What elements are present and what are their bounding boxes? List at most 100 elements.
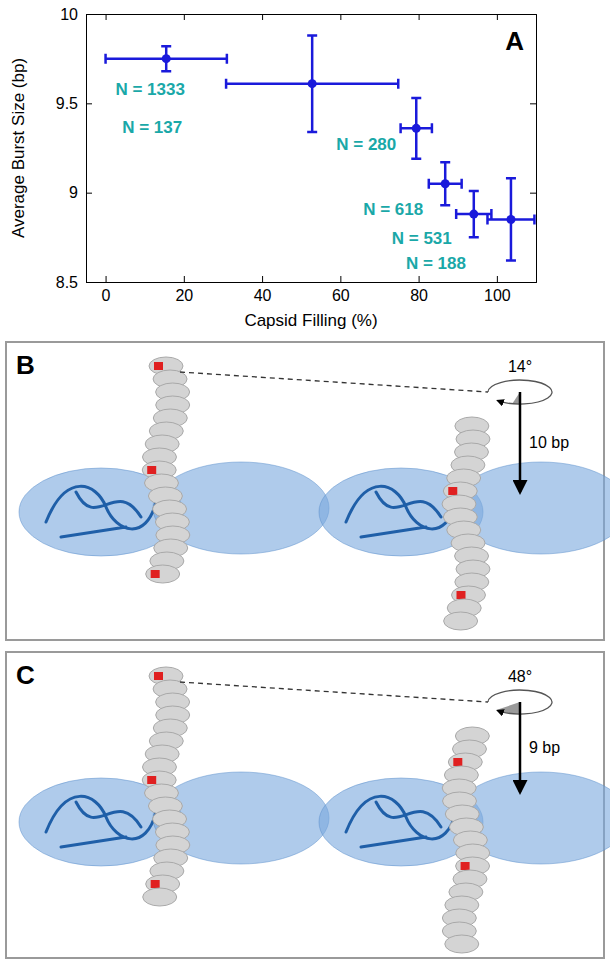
tick bbox=[262, 14, 263, 20]
dna-label-site bbox=[147, 466, 156, 474]
protein-cartoon bbox=[346, 486, 456, 537]
tick: 40 bbox=[254, 276, 272, 304]
dna-label-site bbox=[453, 758, 462, 766]
y-error-bar bbox=[411, 98, 421, 159]
dna-label-site bbox=[461, 862, 470, 870]
dna-label-site bbox=[151, 880, 160, 888]
dna-segment bbox=[143, 888, 177, 906]
tick-label: 8.5 bbox=[56, 274, 78, 291]
diagram-panel: B14°10 bp bbox=[6, 342, 610, 640]
tick-mark bbox=[106, 14, 107, 20]
tick-label: 40 bbox=[254, 287, 272, 304]
tick bbox=[340, 14, 341, 20]
tick bbox=[184, 14, 185, 20]
tick: 8.5 bbox=[56, 274, 92, 291]
protein-cartoon bbox=[346, 796, 456, 847]
step-label: 10 bp bbox=[529, 434, 569, 451]
tick: 80 bbox=[410, 276, 428, 304]
y-error-bar bbox=[307, 35, 317, 131]
tick: 20 bbox=[175, 276, 193, 304]
dna-segment bbox=[445, 935, 479, 953]
y-axis bbox=[530, 15, 537, 283]
point-labels: N = 1333N = 137N = 280N = 618N = 531N = … bbox=[115, 80, 465, 274]
tick-mark bbox=[86, 193, 92, 194]
tick-mark bbox=[340, 14, 341, 20]
step-arrow bbox=[519, 392, 522, 492]
tick-label: 100 bbox=[484, 287, 511, 304]
tick bbox=[530, 103, 536, 104]
y-error-bar bbox=[469, 191, 479, 237]
point-label: N = 280 bbox=[336, 135, 396, 154]
tick-mark bbox=[106, 276, 107, 282]
figure: 0204060801008.599.510Capsid Filling (%)A… bbox=[0, 0, 610, 965]
step-arrow bbox=[519, 702, 522, 792]
panel-label: A bbox=[505, 26, 524, 56]
x-axis-line bbox=[87, 276, 537, 283]
tick bbox=[106, 14, 107, 20]
tick-label: 20 bbox=[175, 287, 193, 304]
point bbox=[162, 54, 171, 63]
x-error-bar bbox=[429, 179, 462, 189]
x-axis: 0 20 40 60 80 100 bbox=[87, 276, 537, 304]
tick-mark bbox=[497, 14, 498, 20]
dna-label-site bbox=[147, 776, 156, 784]
protein-cartoon bbox=[46, 486, 156, 537]
step-label: 9 bp bbox=[529, 739, 560, 756]
y-error-bar bbox=[161, 46, 171, 71]
y-axis-line bbox=[87, 15, 93, 283]
tick-mark bbox=[530, 14, 536, 15]
y-error-bar bbox=[440, 162, 450, 205]
tick-mark bbox=[530, 103, 536, 104]
tick-mark bbox=[86, 103, 92, 104]
dna-label-site bbox=[456, 591, 465, 599]
panel-label: C bbox=[16, 660, 35, 690]
dna-segment bbox=[444, 612, 478, 630]
tick: 10 bbox=[60, 6, 92, 23]
tick bbox=[530, 282, 536, 283]
dna-label-site bbox=[154, 362, 163, 370]
tick-mark bbox=[86, 282, 92, 283]
tick-label: 60 bbox=[332, 287, 350, 304]
rotation-label: 48° bbox=[508, 668, 532, 685]
tick-label: 0 bbox=[102, 287, 111, 304]
tick-mark bbox=[419, 276, 420, 282]
tick-label: 80 bbox=[410, 287, 428, 304]
dna-label-site bbox=[151, 570, 160, 578]
tick: 9.5 bbox=[56, 95, 92, 112]
tick: 60 bbox=[332, 276, 350, 304]
x-error-bar bbox=[106, 54, 227, 64]
tick-mark bbox=[530, 193, 536, 194]
dashed-guide bbox=[180, 682, 488, 702]
y-axis-line bbox=[530, 15, 537, 283]
point-label: N = 1333 bbox=[115, 80, 184, 99]
x-axis bbox=[87, 14, 537, 20]
point-label: N = 137 bbox=[122, 118, 182, 137]
tick-label: 10 bbox=[60, 6, 78, 23]
diagram-panel: C 48° 9 bp bbox=[6, 652, 610, 958]
point bbox=[506, 215, 515, 224]
tick: 9 bbox=[69, 184, 92, 201]
x-error-bar bbox=[456, 209, 491, 219]
tick-mark bbox=[184, 14, 185, 20]
y-axis-title: Average Burst Size (bp) bbox=[9, 58, 28, 238]
data-marks bbox=[106, 35, 535, 260]
tick bbox=[419, 14, 420, 20]
rotation-wedge bbox=[496, 702, 520, 714]
point bbox=[469, 210, 478, 219]
tick-mark bbox=[262, 14, 263, 20]
tick bbox=[530, 14, 536, 15]
point-label: N = 618 bbox=[363, 200, 423, 219]
x-error-bar bbox=[401, 123, 432, 133]
tick: 0 bbox=[102, 276, 111, 304]
tick-mark bbox=[340, 276, 341, 282]
tick-mark bbox=[530, 282, 536, 283]
dashed-guide bbox=[180, 372, 488, 392]
tick-mark bbox=[419, 14, 420, 20]
point bbox=[308, 79, 317, 88]
rotation-label: 14° bbox=[508, 358, 532, 375]
x-error-bar bbox=[226, 79, 398, 89]
x-error-bar bbox=[487, 214, 534, 224]
point bbox=[412, 124, 421, 133]
tick bbox=[497, 14, 498, 20]
dna-label-site bbox=[448, 487, 457, 495]
